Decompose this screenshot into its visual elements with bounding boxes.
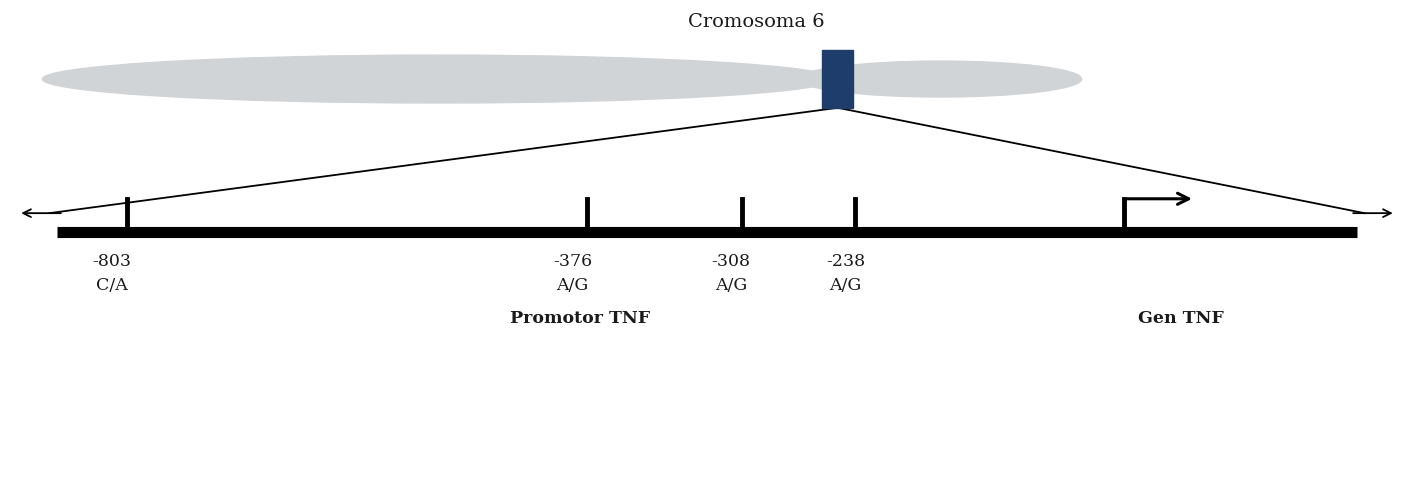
Text: C/A: C/A	[96, 276, 127, 294]
Text: Cromosoma 6: Cromosoma 6	[689, 12, 824, 31]
Text: A/G: A/G	[557, 276, 588, 294]
Text: A/G: A/G	[830, 276, 861, 294]
Text: A/G: A/G	[715, 276, 747, 294]
Bar	[823, 50, 854, 108]
Text: Promotor TNF: Promotor TNF	[509, 310, 650, 327]
Text: Gen TNF: Gen TNF	[1138, 310, 1223, 327]
Text: -376: -376	[553, 252, 592, 270]
Ellipse shape	[799, 61, 1082, 97]
Text: -803: -803	[92, 252, 132, 270]
Ellipse shape	[42, 55, 834, 103]
Text: -308: -308	[711, 252, 751, 270]
Text: -238: -238	[826, 252, 865, 270]
